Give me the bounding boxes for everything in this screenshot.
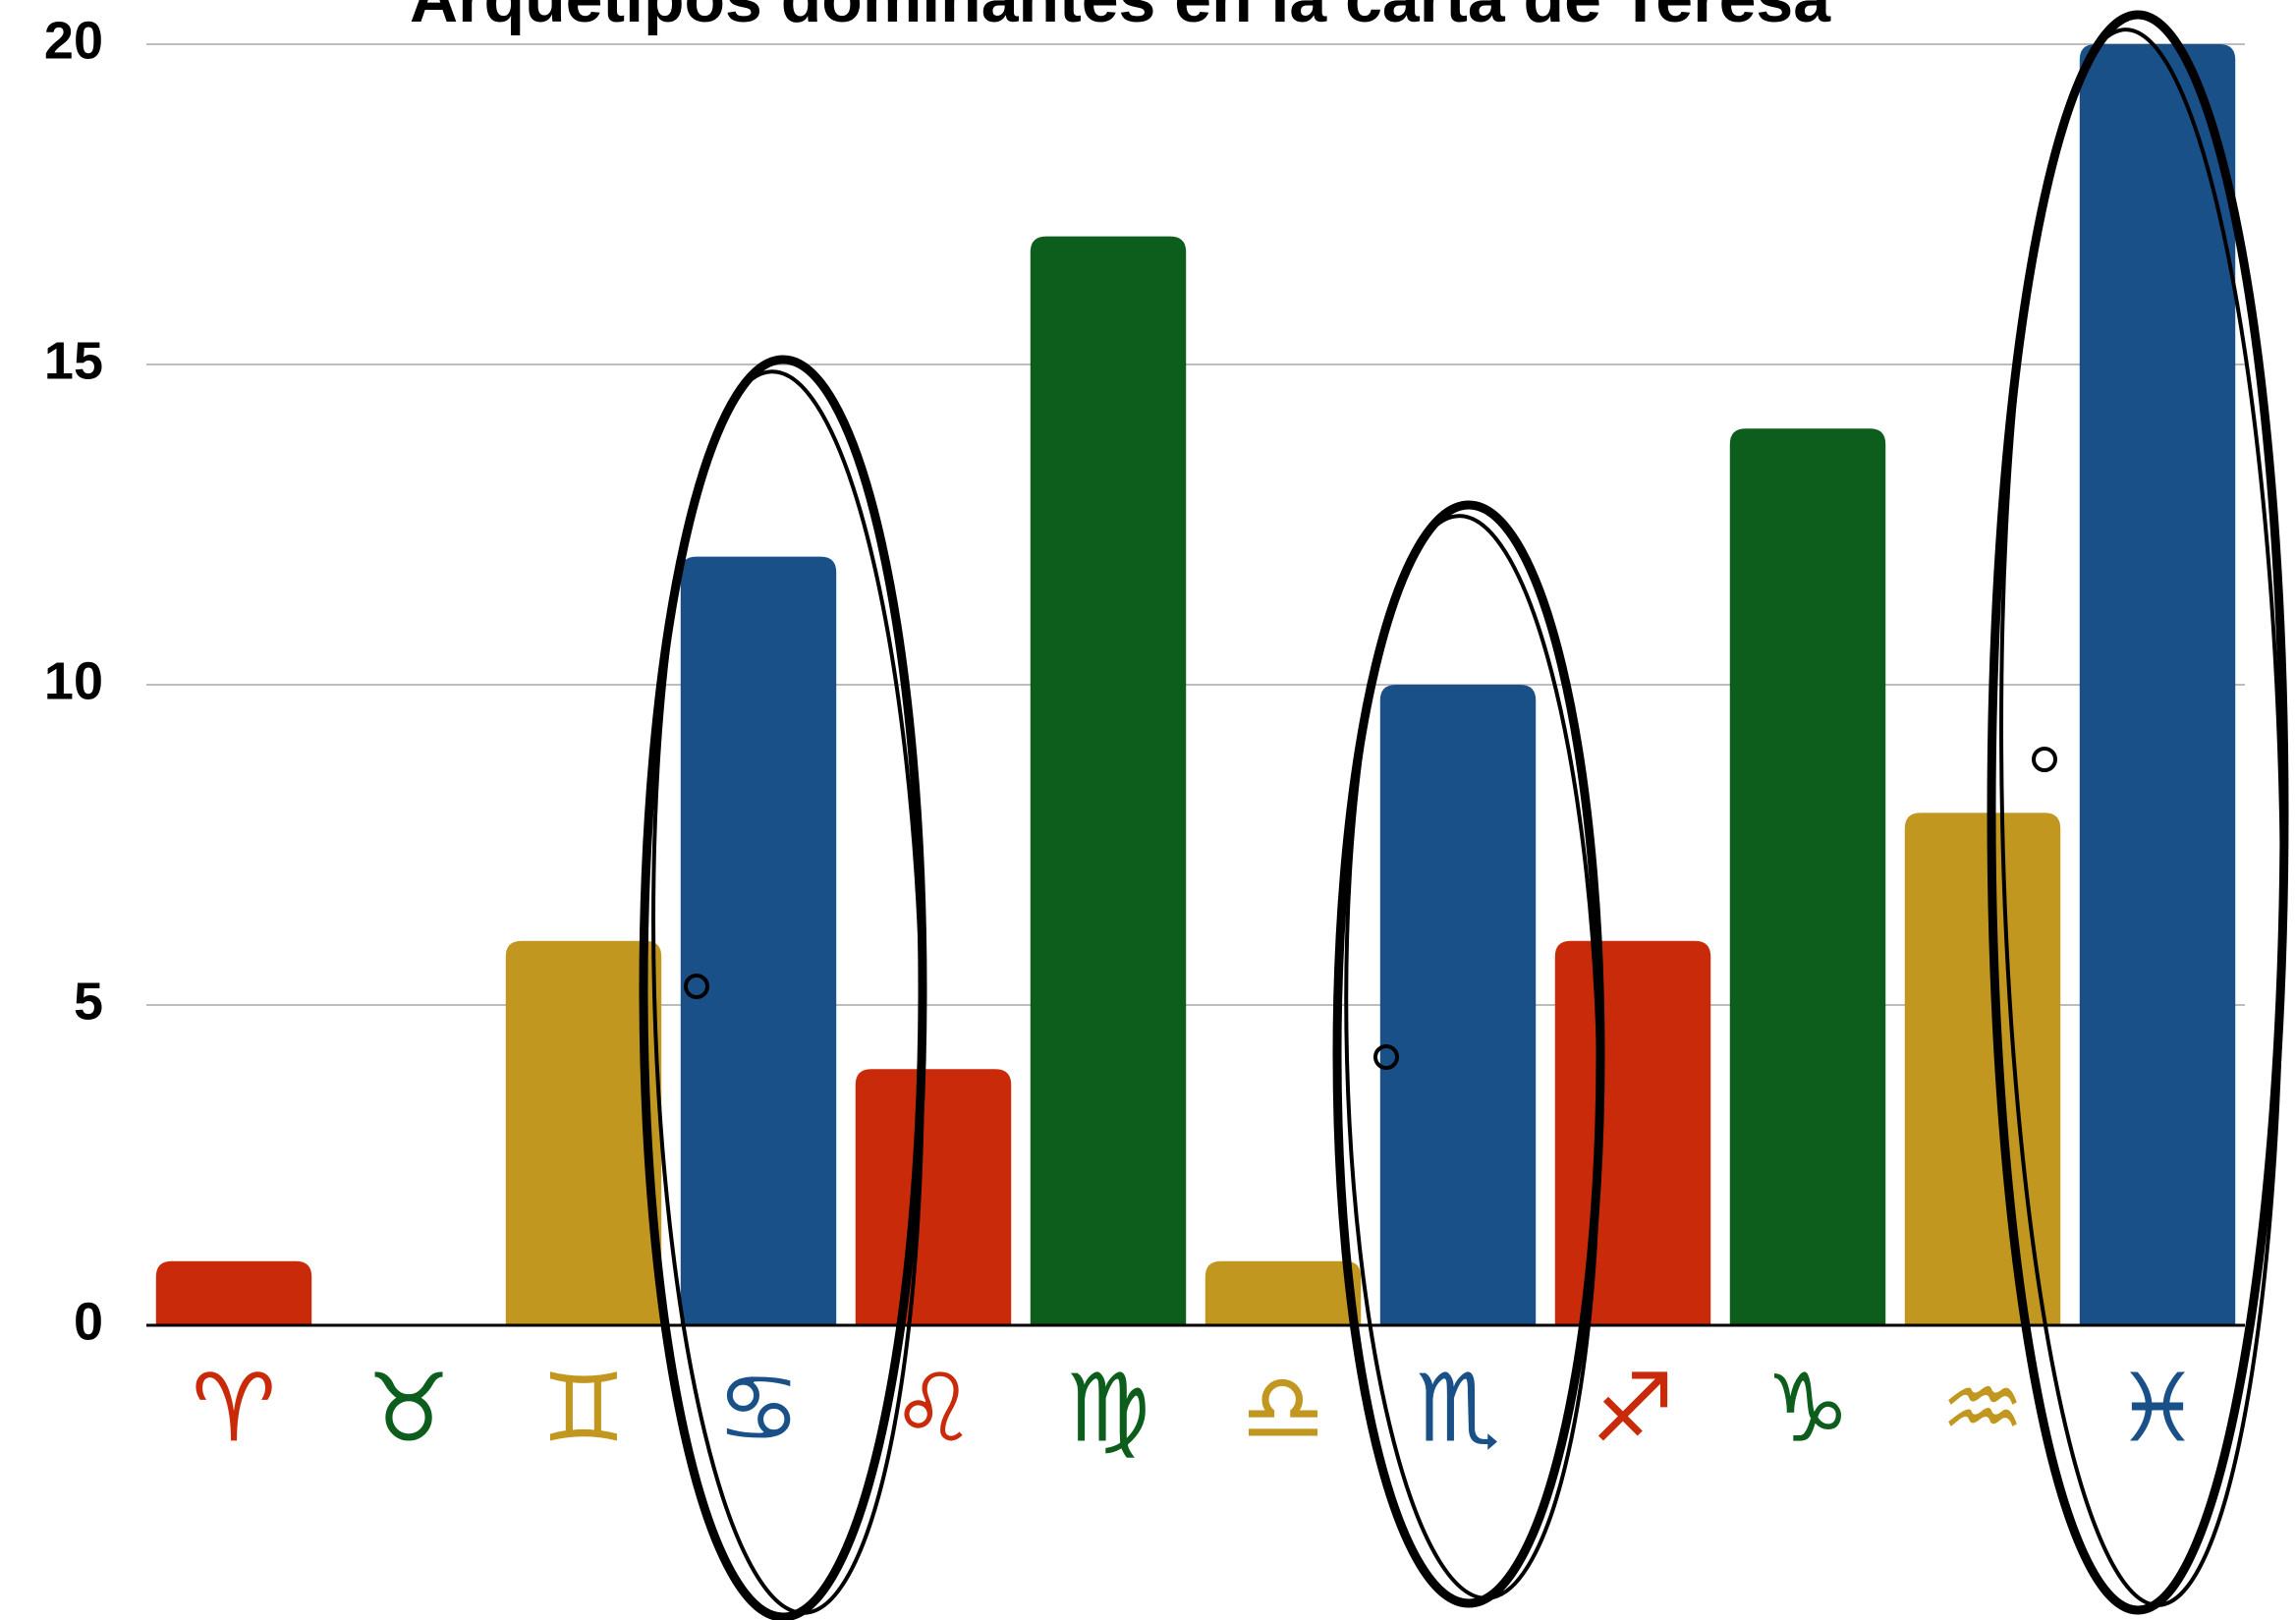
bar (1204, 1260, 1362, 1325)
highlight-ellipse (1332, 500, 1605, 1608)
chart-title: Arquetipos dominantes en la carta de Ter… (410, 0, 1831, 36)
bar (505, 940, 662, 1325)
x-tick-label: ♍ (1066, 1353, 1150, 1463)
x-tick-label: ♓ (2115, 1353, 2200, 1463)
highlight-ellipses (639, 10, 2289, 1620)
bar (155, 1260, 312, 1325)
bar (1554, 940, 1711, 1325)
y-tick-label: 15 (44, 331, 103, 390)
x-tick-label: ♈ (192, 1353, 276, 1463)
highlight-ellipse (1987, 10, 2289, 1615)
bar (855, 1069, 1012, 1325)
y-tick-label: 20 (44, 11, 103, 70)
highlight-ellipse (651, 369, 924, 1615)
bar (1904, 812, 2061, 1325)
x-tick-label: ♒ (1940, 1353, 2025, 1463)
y-tick-label: 5 (74, 972, 103, 1031)
highlight-ellipse (1344, 514, 1601, 1600)
x-tick-label: ♊ (541, 1353, 626, 1463)
x-tick-label: ♐ (1591, 1353, 1675, 1463)
x-tick-label: ♏ (1416, 1353, 1500, 1463)
x-tick-label: ♎ (1241, 1353, 1325, 1463)
x-tick-label: ♑ (1765, 1353, 1850, 1463)
bar (2079, 44, 2236, 1325)
y-tick-label: 0 (74, 1292, 103, 1351)
dot-marker (2032, 747, 2057, 772)
bar (1729, 428, 1886, 1325)
bar (680, 556, 837, 1325)
dot-marker (684, 974, 709, 999)
bar (1379, 685, 1537, 1325)
y-tick-label: 10 (44, 651, 103, 710)
bar (1030, 236, 1187, 1326)
x-tick-label: ♉ (366, 1353, 451, 1463)
dot-marker (1373, 1044, 1399, 1070)
highlight-ellipse (1999, 28, 2284, 1607)
x-tick-label: ♋ (716, 1353, 801, 1463)
